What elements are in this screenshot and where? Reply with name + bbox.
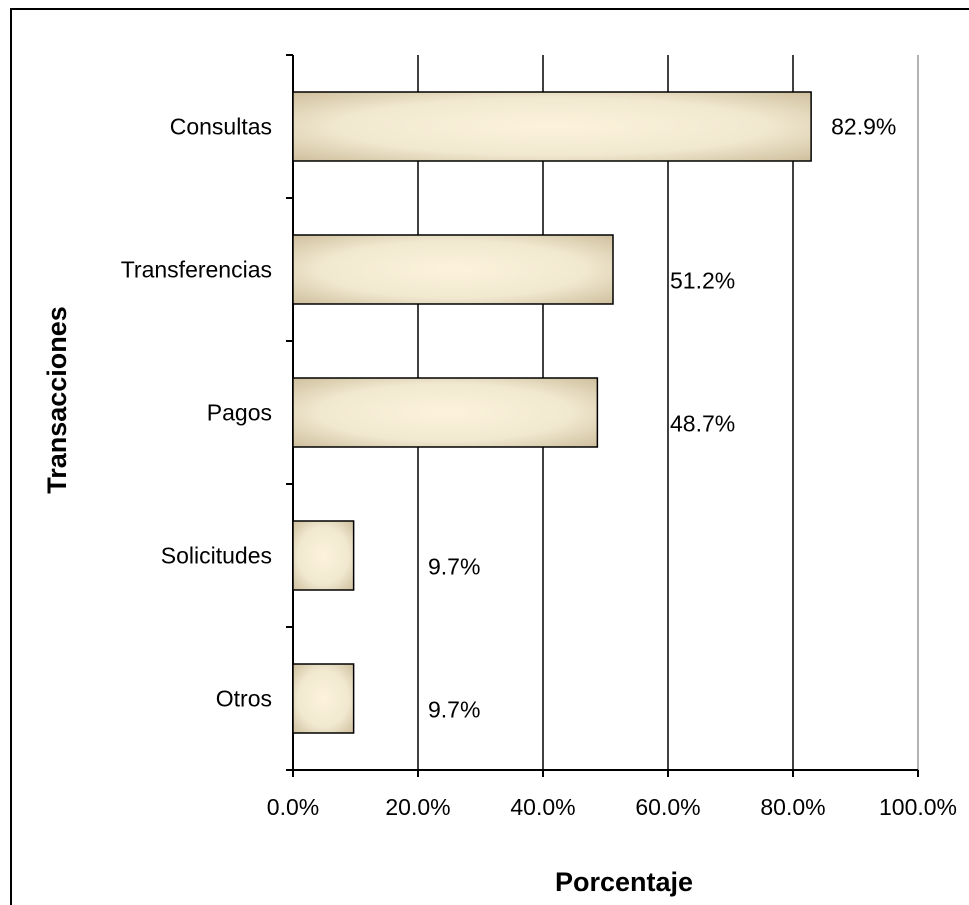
x-tick-label: 20.0%: [385, 794, 450, 820]
data-label: 48.7%: [670, 411, 735, 437]
data-label: 9.7%: [428, 554, 480, 580]
x-tick-label: 40.0%: [510, 794, 575, 820]
y-tick-label: Transferencias: [121, 257, 272, 283]
y-tick-label: Solicitudes: [161, 543, 272, 569]
y-tick-label: Otros: [216, 686, 272, 712]
x-axis-title: Porcentaje: [555, 867, 693, 897]
x-tick-label: 0.0%: [267, 794, 319, 820]
data-label: 82.9%: [831, 114, 896, 140]
y-axis-title: Transacciones: [42, 306, 72, 494]
bar-consultas: [292, 91, 812, 162]
x-tick-label: 80.0%: [760, 794, 825, 820]
plot-area: 0.0% 20.0% 40.0% 60.0% 80.0% 100.0% Consultas 8…: [121, 54, 957, 820]
data-label: 9.7%: [428, 697, 480, 723]
y-tick-label: Pagos: [207, 400, 272, 426]
x-tick-label: 100.0%: [879, 794, 957, 820]
bar-otros: [292, 663, 355, 734]
data-label: 51.2%: [670, 268, 735, 294]
bar-transferencias: [292, 234, 614, 305]
bar-solicitudes: [292, 520, 355, 591]
x-tick-label: 60.0%: [635, 794, 700, 820]
bar-pagos: [292, 377, 599, 448]
y-tick-label: Consultas: [170, 114, 272, 140]
